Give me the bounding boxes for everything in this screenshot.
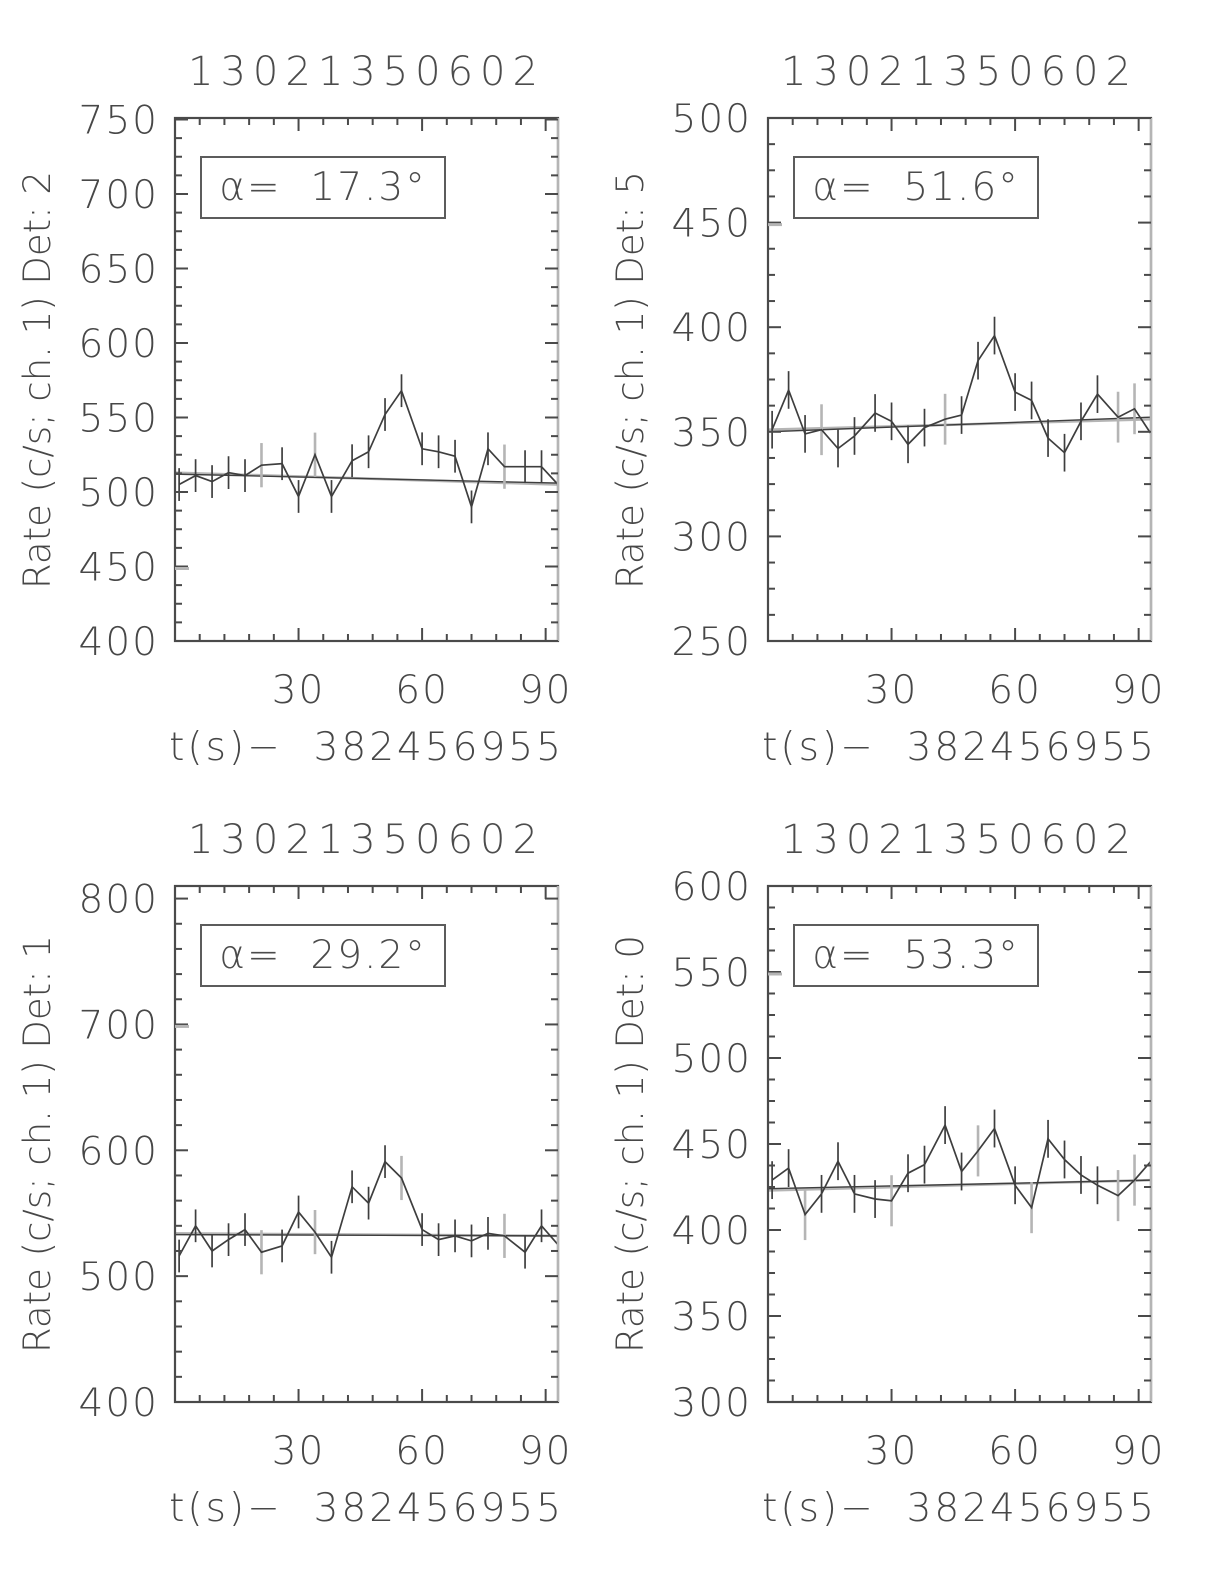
plot-canvas: 250 300 350 400 450 500 30 60 90 [672,97,1166,713]
alpha-value-label: α= 53.3° [812,933,1020,978]
x-tick-label: 90 [519,668,573,713]
y-tick-label: 400 [672,306,752,351]
x-tick-labels: 30 60 90 [865,668,1166,713]
y-tick-label: 250 [672,620,752,665]
axis-ticks [175,118,558,642]
x-tick-label: 30 [272,668,326,713]
y-tick-label: 500 [79,1255,159,1300]
x-tick-label: 90 [1112,668,1166,713]
trend-line-fit [767,1179,1152,1190]
axis-ticks [175,886,558,1403]
y-tick-label: 700 [79,173,159,218]
alpha-annotation-box: α= 51.6° [793,156,1039,219]
trend-lines [174,471,559,486]
light-curve-line [178,1160,559,1260]
alpha-annotation-box: α= 53.3° [793,924,1039,987]
y-tick-label: 350 [672,411,752,456]
y-tick-label: 500 [672,97,752,142]
trend-lines [767,416,1152,433]
x-tick-label: 60 [988,668,1042,713]
y-tick-labels: 250 300 350 400 450 500 [672,97,752,665]
trend-line-fit [174,1233,559,1237]
y-tick-label: 500 [672,1037,752,1082]
x-tick-label: 60 [395,1429,449,1474]
x-tick-label: 90 [519,1429,573,1474]
y-tick-label: 800 [79,878,159,923]
y-tick-label: 300 [672,515,752,560]
panel-title: 13021350602 [781,49,1138,95]
panel-title: 13021350602 [188,49,545,95]
x-tick-label: 60 [395,668,449,713]
plot-root: 400 450 500 550 600 650 700 750 30 60 90 [79,98,573,713]
y-tick-label: 500 [79,471,159,516]
y-tick-label: 350 [672,1295,752,1340]
x-tick-labels: 30 60 90 [272,1429,573,1474]
trend-lines [767,1178,1152,1192]
y-tick-label: 600 [79,1129,159,1174]
error-bars [771,316,1152,472]
y-tick-labels: 400 500 600 700 800 [79,878,159,1426]
light-curve-line [771,333,1152,455]
x-tick-label: 30 [272,1429,326,1474]
light-curve-line [178,388,559,510]
alpha-value-label: α= 51.6° [812,165,1020,210]
x-tick-labels: 30 60 90 [272,668,573,713]
y-tick-labels: 300 350 400 450 500 550 600 [672,865,752,1426]
axis-ticks [768,885,1151,1403]
y-tick-label: 450 [672,1123,752,1168]
y-tick-labels: 400 450 500 550 600 650 700 750 [79,98,159,665]
light-curve-line [771,1122,1152,1217]
y-tick-label: 300 [672,1381,752,1426]
panel-title: 13021350602 [781,817,1138,863]
alpha-value-label: α= 29.2° [219,933,427,978]
x-axis-label: t(s)− 382456955 [762,725,1157,770]
error-bars [178,1145,559,1275]
x-tick-label: 30 [865,1429,919,1474]
trend-line-fit [174,473,559,484]
alpha-annotation-box: α= 17.3° [200,156,446,219]
y-tick-label: 550 [79,396,159,441]
x-tick-label: 60 [988,1429,1042,1474]
y-tick-label: 600 [672,865,752,910]
plot-root: 400 500 600 700 800 30 60 90 [79,878,573,1474]
plot-root: 300 350 400 450 500 550 600 30 60 90 [672,865,1166,1474]
plot-root: 250 300 350 400 450 500 30 60 90 [672,97,1166,713]
x-tick-label: 90 [1112,1429,1166,1474]
y-tick-label: 650 [79,247,159,292]
y-tick-label: 450 [79,545,159,590]
error-bars [178,374,559,524]
y-tick-label: 400 [79,620,159,665]
axis-ticks [768,117,1151,642]
y-tick-label: 750 [79,98,159,143]
trend-line-fit [767,416,1152,433]
y-tick-label: 550 [672,951,752,996]
y-tick-label: 400 [79,1381,159,1426]
x-axis-label: t(s)− 382456955 [169,725,564,770]
y-tick-label: 700 [79,1003,159,1048]
y-tick-label: 600 [79,322,159,367]
plot-canvas: 400 450 500 550 600 650 700 750 30 60 90 [79,98,573,713]
y-tick-label: 400 [672,1209,752,1254]
y-tick-label: 450 [672,202,752,247]
alpha-annotation-box: α= 29.2° [200,924,446,987]
x-tick-label: 30 [865,668,919,713]
plot-canvas: 400 500 600 700 800 30 60 90 [79,878,573,1474]
x-axis-label: t(s)− 382456955 [762,1486,1157,1531]
plot-canvas: 300 350 400 450 500 550 600 30 60 90 [672,865,1166,1474]
alpha-value-label: α= 17.3° [219,165,427,210]
panel-title: 13021350602 [188,817,545,863]
x-axis-label: t(s)− 382456955 [169,1486,564,1531]
x-tick-labels: 30 60 90 [865,1429,1166,1474]
error-bars [771,1106,1152,1241]
